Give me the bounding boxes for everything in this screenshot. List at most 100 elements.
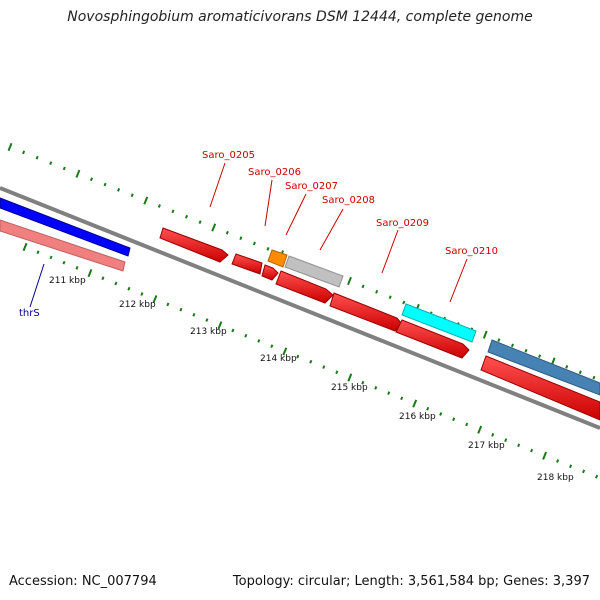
tick-label-214: 214 kbp: [260, 354, 297, 364]
ruler-minor-tick: [257, 339, 261, 343]
ruler-minor-tick: [231, 328, 235, 333]
ruler-minor-tick: [439, 412, 443, 416]
ruler-minor-tick: [309, 359, 313, 364]
label-saro-0209[interactable]: Saro_0209: [376, 218, 429, 229]
leader-saro-0209: [381, 229, 399, 274]
ruler-minor-tick: [114, 281, 118, 286]
ruler-minor-tick: [517, 443, 521, 448]
ruler-minor-tick: [402, 300, 406, 305]
gene-saro-0206-b[interactable]: [261, 264, 279, 281]
ruler-minor-tick: [452, 417, 456, 422]
ruler-minor-tick: [140, 292, 144, 296]
backbone-lower: [120, 250, 600, 430]
gene-blue[interactable]: [0, 197, 131, 257]
label-saro-0208[interactable]: Saro_0208: [322, 195, 375, 206]
ruler-minor-tick: [22, 150, 26, 155]
gene-thrS[interactable]: [0, 219, 126, 272]
ruler-minor-tick: [296, 354, 300, 359]
gene-saro-0205[interactable]: [159, 227, 229, 263]
ruler-major-tick: [211, 223, 217, 232]
ruler-minor-tick: [387, 391, 391, 395]
ruler-minor-tick: [595, 474, 599, 479]
leader-saro-0205: [209, 162, 226, 208]
ruler-major-tick: [482, 330, 488, 339]
gene-saro-0210[interactable]: [480, 355, 600, 421]
ruler-minor-tick: [35, 155, 39, 160]
topology-summary: Topology: circular; Length: 3,561,584 bp…: [232, 574, 590, 589]
ruler-minor-tick: [400, 396, 404, 401]
ruler-major-tick: [22, 242, 28, 252]
ruler-minor-tick: [101, 276, 105, 281]
ruler-minor-tick: [49, 255, 53, 260]
label-saro-0206[interactable]: Saro_0206: [248, 167, 301, 178]
ruler-major-tick: [75, 169, 81, 178]
ruler-minor-tick: [510, 343, 514, 348]
leader-saro-0207: [285, 193, 307, 236]
tick-label-215: 215 kbp: [331, 383, 368, 393]
ruler-minor-tick: [130, 193, 134, 198]
accession-text: Accession: NC_007794: [9, 574, 157, 589]
gene-orange[interactable]: [267, 249, 288, 268]
ruler-major-tick: [87, 269, 93, 278]
ruler-minor-tick: [244, 333, 248, 338]
label-saro-0210[interactable]: Saro_0210: [445, 246, 498, 257]
ruler-minor-tick: [388, 295, 392, 299]
ruler-minor-tick: [62, 260, 66, 265]
ruler-minor-tick: [198, 220, 202, 224]
ruler-major-tick: [143, 196, 149, 205]
ruler-minor-tick: [565, 365, 569, 369]
ruler-minor-tick: [592, 375, 596, 380]
ruler-minor-tick: [374, 386, 378, 390]
ruler-major-tick: [477, 425, 483, 434]
label-saro-0205[interactable]: Saro_0205: [202, 150, 255, 161]
ruler-minor-tick: [335, 370, 339, 375]
tick-label-216: 216 kbp: [399, 412, 436, 422]
ruler-minor-tick: [36, 250, 40, 255]
gene-saro-0207[interactable]: [275, 270, 334, 304]
ruler-major-tick: [152, 295, 158, 304]
ruler-major-tick: [7, 142, 13, 152]
ruler-major-tick: [347, 276, 352, 286]
ruler-minor-tick: [266, 247, 270, 251]
ruler-minor-tick: [171, 209, 175, 214]
ruler-minor-tick: [504, 438, 508, 442]
ruler-minor-tick: [530, 448, 534, 453]
ruler-minor-tick: [192, 313, 196, 317]
ruler-minor-tick: [103, 182, 107, 187]
ruler-minor-tick: [497, 338, 501, 342]
ruler-minor-tick: [252, 241, 256, 246]
gene-steel[interactable]: [487, 339, 600, 396]
tick-label-218: 218 kbp: [537, 473, 574, 483]
ruler-major-tick: [542, 451, 548, 460]
ruler-minor-tick: [361, 380, 365, 385]
ruler-minor-tick: [184, 214, 189, 219]
ruler-minor-tick: [375, 289, 379, 294]
ruler-major-tick: [412, 399, 418, 408]
ruler-minor-tick: [117, 188, 121, 192]
ruler-minor-tick: [270, 344, 274, 348]
tick-label-212: 212 kbp: [119, 300, 156, 310]
gene-saro-0206-a[interactable]: [231, 253, 263, 275]
tick-label-211: 211 kbp: [49, 276, 86, 286]
ruler-minor-tick: [89, 177, 94, 182]
ruler-lower: [22, 242, 599, 479]
leader-saro-0208: [319, 208, 344, 251]
ruler-minor-tick: [75, 266, 79, 270]
leader-thrS: [29, 263, 45, 308]
ruler-minor-tick: [361, 284, 365, 289]
ruler-minor-tick: [491, 433, 495, 437]
ruler-minor-tick: [62, 166, 66, 171]
gene-gray[interactable]: [284, 255, 344, 288]
ruler-minor-tick: [465, 422, 469, 427]
tick-label-213: 213 kbp: [190, 327, 227, 337]
label-saro-0207[interactable]: Saro_0207: [285, 181, 338, 192]
ruler-minor-tick: [166, 302, 170, 307]
ruler-minor-tick: [578, 370, 582, 375]
backbone-upper: [0, 186, 600, 430]
gene-saro-0209[interactable]: [395, 319, 470, 359]
leader-saro-0206: [264, 179, 273, 227]
map-title: Novosphingobium aromaticivorans DSM 1244…: [67, 9, 533, 25]
gene-cyan[interactable]: [401, 303, 477, 343]
ruler-minor-tick: [322, 365, 326, 369]
label-thrS[interactable]: thrS: [19, 308, 40, 319]
